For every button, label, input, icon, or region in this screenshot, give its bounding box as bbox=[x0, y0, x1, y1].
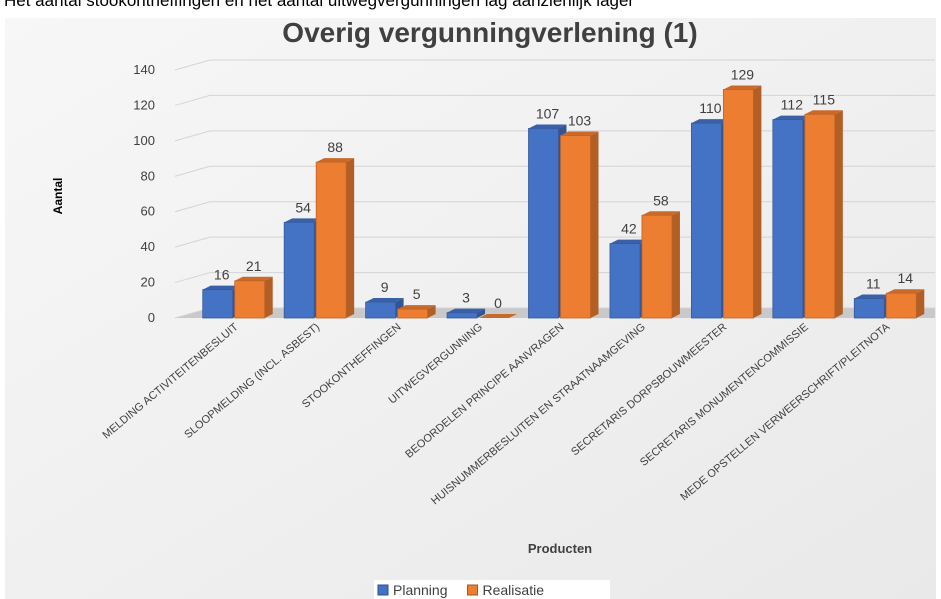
bar-top bbox=[772, 115, 811, 120]
bar-top bbox=[234, 276, 273, 281]
caption-text: Het aantal stookontheffingen en het aant… bbox=[4, 0, 634, 10]
bar-top bbox=[365, 298, 404, 303]
bar-top bbox=[397, 305, 436, 310]
value-label: 9 bbox=[381, 279, 389, 295]
bar bbox=[365, 301, 397, 319]
bar bbox=[772, 119, 804, 319]
value-label: 21 bbox=[246, 258, 262, 274]
y-tick-label: 0 bbox=[148, 310, 155, 325]
value-label: 103 bbox=[568, 113, 592, 129]
bar bbox=[283, 221, 315, 319]
grid-line bbox=[174, 59, 935, 71]
bar-top bbox=[609, 239, 648, 244]
legend-box bbox=[374, 580, 610, 599]
legend-swatch bbox=[467, 584, 478, 596]
bar bbox=[528, 128, 559, 319]
y-tick-label: 20 bbox=[141, 275, 155, 290]
x-axis-label: Producten bbox=[528, 541, 592, 556]
y-tick-label: 40 bbox=[141, 239, 155, 254]
bar bbox=[804, 113, 836, 319]
y-tick-label: 60 bbox=[141, 204, 155, 219]
bar bbox=[315, 161, 347, 319]
value-label: 129 bbox=[731, 66, 755, 82]
bar-top bbox=[284, 218, 323, 223]
value-label: 107 bbox=[536, 105, 560, 121]
bar bbox=[885, 292, 917, 319]
bar-side bbox=[753, 85, 762, 318]
value-label: 42 bbox=[621, 221, 637, 237]
bar bbox=[853, 298, 885, 319]
bar-top bbox=[560, 131, 599, 136]
bar-top bbox=[804, 110, 843, 115]
bar-top bbox=[316, 158, 355, 163]
bar-side bbox=[346, 158, 355, 318]
y-tick-label: 120 bbox=[133, 97, 155, 112]
value-label: 88 bbox=[327, 139, 343, 155]
bar bbox=[202, 289, 234, 319]
chart-title: Overig vergunningverlening (1) bbox=[282, 17, 697, 48]
y-tick-label: 80 bbox=[141, 168, 155, 183]
bar bbox=[234, 280, 266, 319]
bar bbox=[560, 135, 591, 319]
legend-label: Planning bbox=[393, 582, 448, 598]
value-label: 115 bbox=[813, 91, 836, 107]
bar bbox=[641, 214, 673, 319]
value-label: 112 bbox=[781, 97, 804, 113]
bar-top bbox=[202, 285, 241, 290]
grid-line bbox=[174, 94, 935, 106]
bar-side bbox=[834, 110, 843, 319]
value-label: 5 bbox=[413, 286, 421, 302]
value-label: 54 bbox=[295, 199, 311, 215]
value-label: 0 bbox=[494, 295, 502, 311]
bar-side bbox=[916, 289, 925, 318]
bar bbox=[609, 243, 641, 319]
bar-top bbox=[886, 289, 925, 294]
bar-side bbox=[590, 131, 599, 318]
bar bbox=[397, 308, 429, 319]
value-label: 16 bbox=[214, 267, 230, 283]
bar bbox=[722, 89, 754, 319]
y-tick-label: 140 bbox=[133, 62, 155, 77]
value-label: 14 bbox=[897, 270, 913, 286]
bar-side bbox=[671, 211, 680, 318]
value-label: 110 bbox=[699, 100, 722, 116]
bar-top bbox=[723, 85, 762, 90]
bar-top bbox=[641, 211, 680, 216]
value-label: 3 bbox=[462, 290, 470, 306]
legend-label: Realisatie bbox=[483, 582, 545, 598]
value-label: 58 bbox=[653, 192, 669, 208]
bar bbox=[690, 122, 722, 319]
value-label: 11 bbox=[866, 276, 881, 292]
bar-top bbox=[447, 308, 486, 313]
bar-top bbox=[691, 119, 730, 124]
bar-top bbox=[528, 124, 567, 129]
bar bbox=[446, 312, 478, 319]
legend-swatch bbox=[377, 584, 389, 596]
y-axis-label: Aantal bbox=[51, 178, 65, 215]
bar-side bbox=[477, 308, 486, 318]
bar-top bbox=[479, 314, 518, 318]
bar-top bbox=[854, 294, 893, 299]
bar-side bbox=[427, 305, 436, 318]
bar-side bbox=[264, 276, 273, 318]
y-tick-label: 100 bbox=[133, 133, 155, 148]
